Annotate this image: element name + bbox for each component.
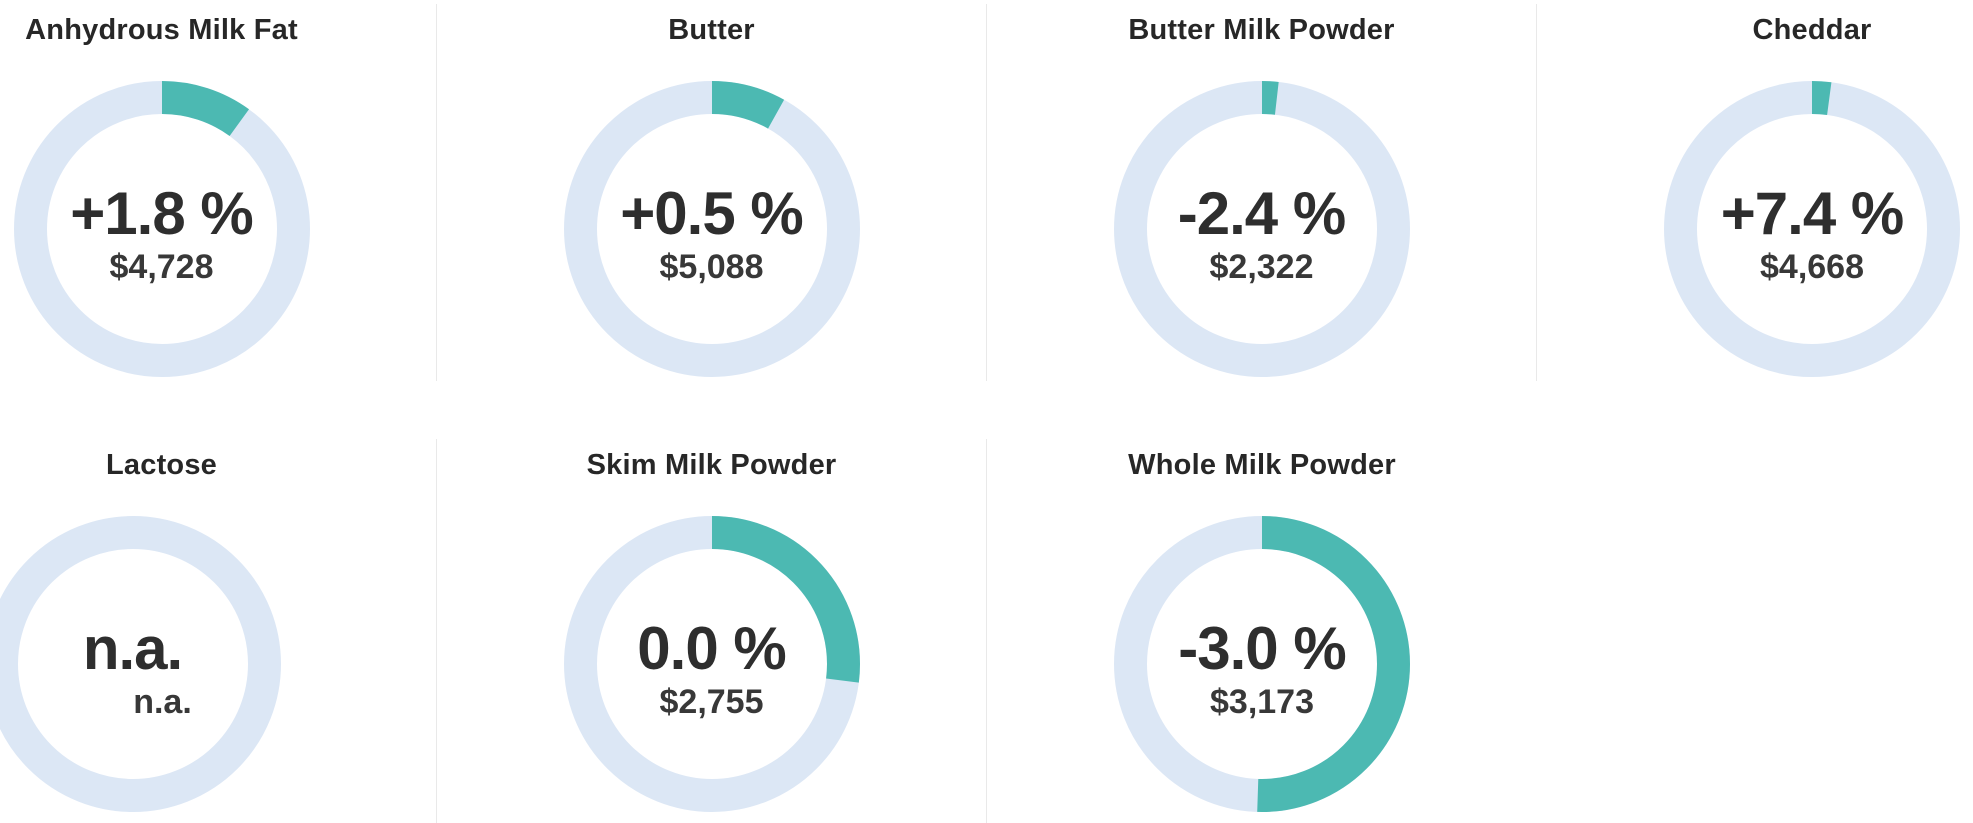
gauge-center-labels: +1.8 % $4,728: [14, 81, 310, 377]
gauge-value-arc: [1114, 516, 1410, 812]
gauge-title: Cheddar: [1752, 14, 1872, 46]
gauge-change-value: -3.0 %: [1178, 615, 1346, 682]
gauge-value-arc: [1113, 81, 1410, 377]
donut-gauge: +1.8 % $4,728: [13, 81, 310, 377]
gauge-value-arc: [563, 81, 860, 377]
gauge-price-value: $5,088: [659, 248, 764, 286]
gauge-value-arc: [1664, 81, 1960, 377]
gauge-price-value: $4,728: [109, 248, 214, 286]
gauge-price-value: $3,173: [1210, 683, 1314, 721]
gauge-center-labels: +0.5 % $5,088: [564, 81, 860, 377]
donut-gauge: +7.4 % $4,668: [1664, 81, 1960, 377]
gauge-tile-lactose: Lactose n.a. n.a.: [0, 439, 437, 823]
gauge-center-labels: n.a. n.a.: [0, 516, 281, 812]
gauge-title: Butter: [668, 14, 755, 46]
donut-gauge: -3.0 % $3,173: [1114, 516, 1410, 812]
donut-gauge: n.a. n.a.: [0, 516, 281, 812]
gauge-value-arc: [13, 81, 310, 377]
gauge-tile-cheddar: Cheddar +7.4 % $4,668: [1537, 4, 1973, 381]
gauge-change-value: n.a.: [82, 615, 183, 682]
gauge-center-labels: -3.0 % $3,173: [1114, 516, 1410, 812]
gauge-change-value: +7.4 %: [1720, 180, 1904, 247]
gauge-value-arc: [563, 516, 860, 812]
gauge-change-value: 0.0 %: [637, 615, 786, 682]
gauge-title: Whole Milk Powder: [1128, 449, 1396, 481]
gauge-tile-whole-milk-powder: Whole Milk Powder -3.0 % $3,173: [987, 439, 1537, 823]
donut-gauge: +0.5 % $5,088: [563, 81, 860, 377]
donut-gauge: 0.0 % $2,755: [563, 516, 860, 812]
gauge-tile-butter-milk-powder: Butter Milk Powder -2.4 % $2,322: [987, 4, 1537, 381]
gauge-price-value: $4,668: [1760, 248, 1864, 286]
gauge-center-labels: 0.0 % $2,755: [564, 516, 860, 812]
gauge-change-value: +1.8 %: [70, 180, 253, 247]
gauge-center-labels: -2.4 % $2,322: [1114, 81, 1410, 377]
gauge-price-value: $2,322: [1209, 248, 1314, 286]
gauge-tile-skim-milk-powder: Skim Milk Powder 0.0 % $2,755: [437, 439, 987, 823]
gauge-title: Butter Milk Powder: [1128, 14, 1395, 46]
gauge-title: Lactose: [106, 449, 217, 481]
gauge-tile-butter: Butter +0.5 % $5,088: [437, 4, 987, 381]
gauge-price-value: $2,755: [659, 683, 764, 721]
gauge-center-labels: +7.4 % $4,668: [1664, 81, 1960, 377]
gauge-change-value: -2.4 %: [1177, 180, 1346, 247]
gauge-price-value: n.a.: [133, 683, 192, 721]
gauge-tile-anhydrous-milk-fat: Anhydrous Milk Fat +1.8 % $4,728: [0, 4, 437, 381]
gauge-change-value: +0.5 %: [620, 180, 803, 247]
donut-gauge: -2.4 % $2,322: [1113, 81, 1410, 377]
gauge-title: Skim Milk Powder: [586, 449, 837, 481]
gauge-title: Anhydrous Milk Fat: [25, 14, 298, 46]
gauge-track-ring: [0, 516, 281, 812]
